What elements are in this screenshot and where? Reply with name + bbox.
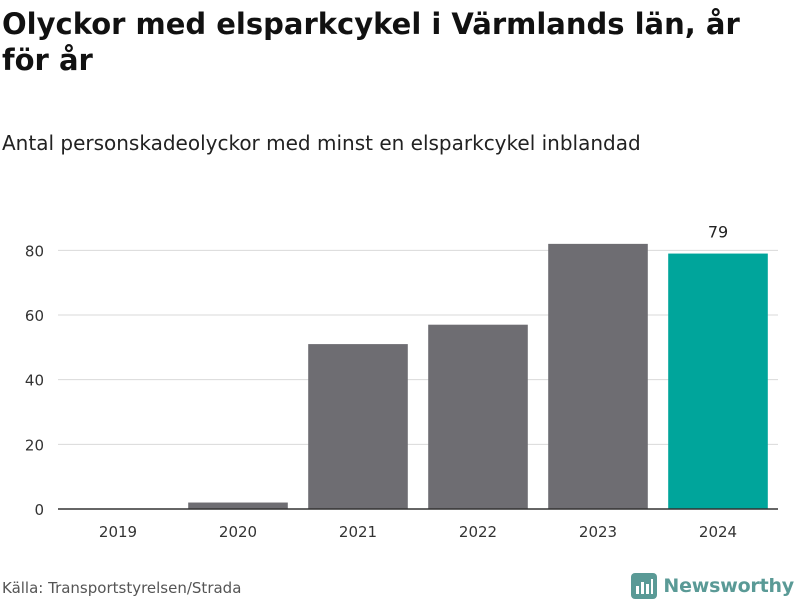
- bar-chart: 0 20 40 60 80 2019 2020 2021 2022 2023 2024 79: [25, 223, 778, 541]
- bar-2022: [428, 324, 528, 509]
- y-tick-label: 60: [25, 307, 44, 325]
- y-tick-label: 40: [25, 372, 44, 390]
- data-label: 79: [708, 223, 728, 242]
- newsworthy-logo-icon: [631, 573, 658, 599]
- brand-name: Newsworthy: [663, 575, 794, 597]
- chart-subtitle: Antal personskadeolyckor med minst en el…: [2, 131, 641, 155]
- y-tick-label: 0: [34, 501, 44, 519]
- y-tick-label: 80: [25, 242, 44, 260]
- x-tick-label: 2022: [459, 523, 497, 541]
- y-tick-label: 20: [25, 436, 44, 454]
- gridlines: [58, 249, 778, 445]
- data-labels: 79: [708, 223, 728, 242]
- chart-title: Olyckor med elsparkcykel i Värmlands län…: [2, 7, 740, 77]
- x-tick-label: 2023: [579, 523, 617, 541]
- bar-2023: [548, 243, 648, 509]
- x-axis-ticks: 2019 2020 2021 2022 2023 2024: [99, 523, 737, 541]
- bars: [188, 243, 768, 509]
- brand-logo: Newsworthy: [631, 571, 794, 601]
- bar-2020: [188, 502, 288, 509]
- x-tick-label: 2020: [219, 523, 257, 541]
- bar-2021: [308, 344, 408, 509]
- source-note: Källa: Transportstyrelsen/Strada: [2, 579, 242, 597]
- y-axis-ticks: 0 20 40 60 80: [25, 242, 44, 519]
- bar-2024: [668, 253, 768, 509]
- x-tick-label: 2019: [99, 523, 137, 541]
- x-tick-label: 2024: [699, 523, 737, 541]
- x-tick-label: 2021: [339, 523, 377, 541]
